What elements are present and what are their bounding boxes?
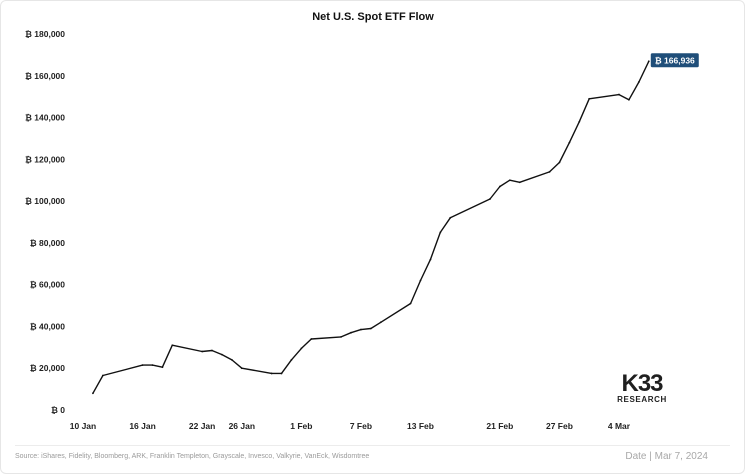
data-point — [568, 141, 571, 144]
data-point — [290, 358, 293, 361]
y-tick-label: ₿ 120,000 — [25, 154, 65, 164]
data-point — [101, 374, 104, 377]
x-axis: 10 Jan 16 Jan 22 Jan 26 Jan 1 Feb 7 Feb 13 Feb… — [70, 421, 631, 431]
data-point — [201, 350, 204, 353]
data-point — [548, 170, 551, 173]
source-note: Source: iShares, Fidelity, Bloomberg, AR… — [15, 453, 370, 460]
data-point — [618, 93, 620, 96]
data-point — [240, 367, 243, 370]
data-point — [508, 179, 511, 182]
x-tick-label: 26 Jan — [229, 421, 255, 431]
data-point — [449, 216, 452, 219]
data-point — [270, 372, 273, 375]
data-point — [588, 97, 591, 100]
data-point — [498, 185, 501, 188]
data-point — [92, 392, 94, 395]
data-point — [379, 321, 382, 324]
data-point — [518, 181, 521, 184]
data-point — [350, 331, 352, 334]
footer-divider — [15, 445, 730, 446]
logo-mark: K33 — [621, 370, 663, 397]
data-point — [300, 347, 303, 350]
chart-title: Net U.S. Spot ETF Flow — [312, 11, 434, 23]
y-tick-label: ₿ 40,000 — [30, 321, 66, 331]
data-point — [221, 353, 223, 356]
data-point — [211, 349, 213, 352]
data-point — [369, 327, 372, 330]
data-point — [171, 344, 174, 347]
data-point — [280, 372, 283, 375]
y-tick-label: ₿ 80,000 — [30, 238, 66, 248]
last-value-badge — [650, 53, 699, 68]
last-value-label: ₿ 166,936 — [655, 55, 695, 65]
x-tick-label: 1 Feb — [290, 421, 312, 431]
x-tick-label: 27 Feb — [546, 421, 573, 431]
data-point — [141, 364, 144, 366]
data-point — [439, 231, 442, 234]
plot-area: ₿ 166,936 — [92, 53, 699, 395]
data-point — [578, 120, 581, 123]
logo-subtitle: RESEARCH — [617, 395, 667, 404]
x-tick-label: 7 Feb — [350, 421, 372, 431]
y-tick-label: ₿ 180,000 — [25, 29, 65, 39]
x-tick-label: 16 Jan — [129, 421, 155, 431]
data-point — [310, 338, 313, 340]
x-tick-label: 13 Feb — [407, 421, 434, 431]
y-tick-label: ₿ 0 — [51, 405, 65, 415]
y-tick-label: ₿ 60,000 — [30, 280, 66, 290]
y-tick-label: ₿ 20,000 — [30, 363, 66, 373]
x-tick-label: 4 Mar — [608, 421, 631, 431]
data-point — [558, 161, 561, 164]
data-point — [419, 279, 422, 282]
x-tick-label: 10 Jan — [70, 421, 96, 431]
x-tick-label: 22 Jan — [189, 421, 215, 431]
y-tick-label: ₿ 160,000 — [25, 71, 65, 81]
data-point — [340, 335, 342, 338]
y-tick-label: ₿ 100,000 — [25, 196, 65, 206]
data-point — [151, 364, 154, 366]
data-point — [647, 60, 650, 63]
data-point — [409, 302, 412, 305]
date-stamp: Date | Mar 7, 2024 — [625, 451, 708, 462]
data-point — [360, 328, 362, 331]
k33-research-logo: K33 RESEARCH — [611, 370, 673, 405]
data-point — [637, 81, 640, 83]
data-point — [489, 198, 491, 200]
y-tick-label: ₿ 140,000 — [25, 113, 65, 123]
data-point — [628, 98, 630, 101]
data-point — [230, 358, 233, 361]
flow-line — [92, 60, 650, 394]
data-point — [429, 258, 432, 261]
x-tick-label: 21 Feb — [486, 421, 513, 431]
y-axis: ₿ 0 ₿ 20,000 ₿ 40,000 ₿ 60,000 ₿ 80,000 ₿ 100… — [25, 29, 65, 415]
data-point — [161, 366, 164, 369]
